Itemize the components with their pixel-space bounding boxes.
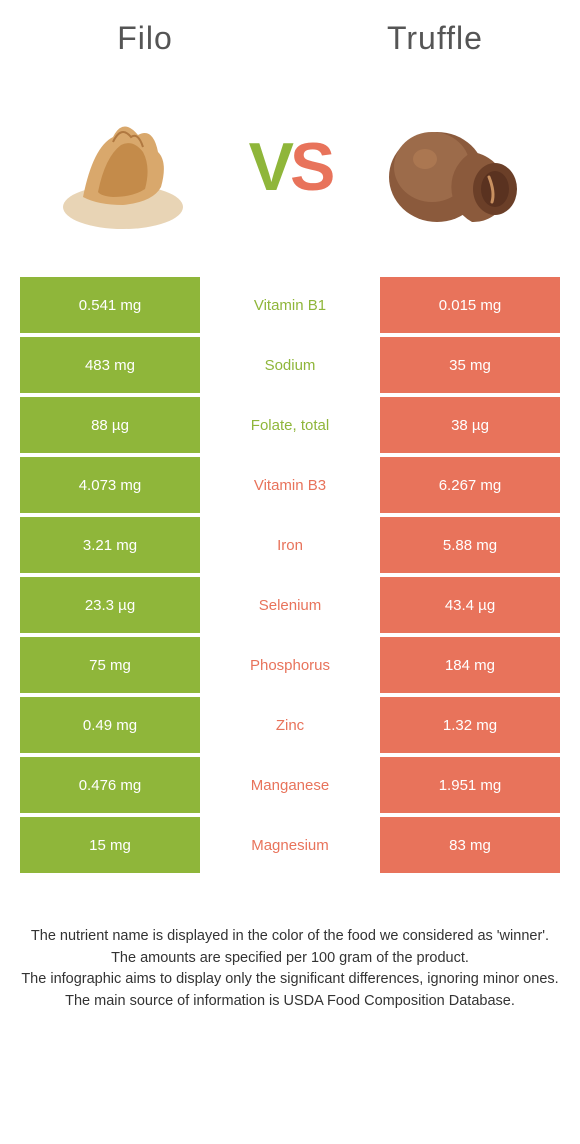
vs-s: S — [290, 129, 331, 205]
vs-v: V — [249, 129, 290, 205]
right-food-title: Truffle — [290, 20, 580, 57]
nutrient-name-cell: Zinc — [200, 697, 380, 753]
nutrient-name-cell: Vitamin B1 — [200, 277, 380, 333]
right-value-cell: 1.32 mg — [380, 697, 560, 753]
footnote-line: The infographic aims to display only the… — [20, 970, 560, 990]
table-row: 4.073 mgVitamin B36.267 mg — [20, 457, 560, 513]
table-row: 0.541 mgVitamin B10.015 mg — [20, 277, 560, 333]
table-row: 15 mgMagnesium83 mg — [20, 817, 560, 873]
footnotes: The nutrient name is displayed in the co… — [0, 877, 580, 1033]
nutrient-name-cell: Sodium — [200, 337, 380, 393]
nutrient-table: 0.541 mgVitamin B10.015 mg483 mgSodium35… — [20, 277, 560, 873]
left-value-cell: 0.49 mg — [20, 697, 200, 753]
right-value-cell: 38 µg — [380, 397, 560, 453]
left-value-cell: 75 mg — [20, 637, 200, 693]
right-value-cell: 5.88 mg — [380, 517, 560, 573]
nutrient-name-cell: Vitamin B3 — [200, 457, 380, 513]
right-value-cell: 6.267 mg — [380, 457, 560, 513]
nutrient-name-cell: Folate, total — [200, 397, 380, 453]
nutrient-name-cell: Iron — [200, 517, 380, 573]
left-value-cell: 0.476 mg — [20, 757, 200, 813]
left-value-cell: 88 µg — [20, 397, 200, 453]
table-row: 23.3 µgSelenium43.4 µg — [20, 577, 560, 633]
table-row: 0.476 mgManganese1.951 mg — [20, 757, 560, 813]
nutrient-name-cell: Magnesium — [200, 817, 380, 873]
left-value-cell: 15 mg — [20, 817, 200, 873]
table-row: 88 µgFolate, total38 µg — [20, 397, 560, 453]
left-value-cell: 483 mg — [20, 337, 200, 393]
footnote-line: The main source of information is USDA F… — [20, 992, 560, 1012]
header-titles: Filo Truffle — [0, 0, 580, 67]
images-row: VS — [0, 67, 580, 277]
table-row: 75 mgPhosphorus184 mg — [20, 637, 560, 693]
left-value-cell: 3.21 mg — [20, 517, 200, 573]
footnote-line: The nutrient name is displayed in the co… — [20, 927, 560, 947]
nutrient-name-cell: Phosphorus — [200, 637, 380, 693]
right-value-cell: 184 mg — [380, 637, 560, 693]
left-value-cell: 4.073 mg — [20, 457, 200, 513]
right-food-image — [377, 97, 537, 237]
left-value-cell: 23.3 µg — [20, 577, 200, 633]
nutrient-name-cell: Manganese — [200, 757, 380, 813]
table-row: 483 mgSodium35 mg — [20, 337, 560, 393]
right-value-cell: 1.951 mg — [380, 757, 560, 813]
left-food-title: Filo — [0, 20, 290, 57]
left-food-image — [43, 97, 203, 237]
left-value-cell: 0.541 mg — [20, 277, 200, 333]
nutrient-name-cell: Selenium — [200, 577, 380, 633]
table-row: 0.49 mgZinc1.32 mg — [20, 697, 560, 753]
right-value-cell: 43.4 µg — [380, 577, 560, 633]
table-row: 3.21 mgIron5.88 mg — [20, 517, 560, 573]
footnote-line: The amounts are specified per 100 gram o… — [20, 949, 560, 969]
right-value-cell: 83 mg — [380, 817, 560, 873]
right-value-cell: 0.015 mg — [380, 277, 560, 333]
right-value-cell: 35 mg — [380, 337, 560, 393]
vs-label: VS — [249, 128, 332, 206]
